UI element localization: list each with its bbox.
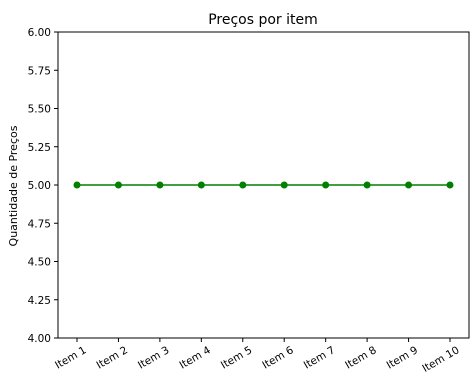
x-tick-label: Item 8 — [343, 344, 378, 371]
y-tick-label: 4.00 — [28, 333, 51, 345]
x-tick-label: Item 6 — [260, 344, 296, 372]
data-point — [114, 181, 122, 189]
y-axis: 4.00 4.25 4.50 4.75 5.00 5.25 5.50 5.75 6.00 — [28, 27, 58, 345]
data-point — [280, 181, 288, 189]
data-point — [405, 181, 413, 189]
x-tick-label: Item 9 — [385, 344, 420, 371]
y-tick-label: 4.75 — [28, 218, 51, 230]
x-tick-label: Item 4 — [177, 344, 213, 372]
y-tick-label: 5.50 — [28, 104, 51, 116]
y-axis-label: Quantidade de Preços — [7, 125, 20, 246]
y-tick-label: 5.25 — [28, 142, 51, 154]
x-tick-label: Item 5 — [219, 344, 254, 371]
x-tick-label: Item 10 — [420, 344, 461, 375]
y-tick-label: 5.00 — [28, 180, 51, 192]
y-tick-label: 4.25 — [28, 295, 51, 307]
y-tick-label: 5.75 — [28, 65, 51, 77]
data-point — [239, 181, 247, 189]
x-axis: Item 1 Item 2 Item 3 Item 4 Item 5 Item 6 Item… — [53, 338, 462, 375]
x-tick-label: Item 1 — [53, 344, 88, 371]
data-point — [197, 181, 205, 189]
x-tick-label: Item 7 — [302, 344, 337, 371]
x-tick-label: Item 3 — [136, 344, 171, 371]
y-tick-label: 4.50 — [28, 257, 51, 269]
data-point — [363, 181, 371, 189]
data-point — [73, 181, 81, 189]
data-point — [156, 181, 164, 189]
chart-title: Preços por item — [208, 12, 318, 28]
data-point — [322, 181, 330, 189]
data-point — [446, 181, 454, 189]
series-layer — [73, 181, 454, 189]
y-tick-label: 6.00 — [28, 27, 51, 39]
x-tick-label: Item 2 — [95, 344, 130, 371]
